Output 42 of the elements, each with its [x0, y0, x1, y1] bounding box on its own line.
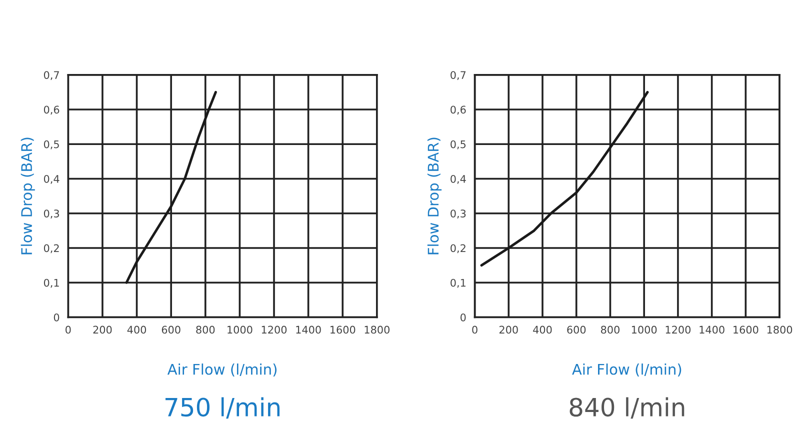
y-tick-label: 0,3 [44, 210, 59, 219]
x-tick-label: 0 [472, 326, 478, 334]
y-tick-label: 0,3 [450, 210, 466, 219]
x-tick-label: 1600 [330, 326, 356, 334]
y-tick-label: 0,6 [450, 106, 466, 115]
y-tick-label: 0,5 [44, 140, 59, 150]
x-tick-label: 1200 [666, 326, 691, 334]
y-tick-label: 0,7 [44, 71, 59, 80]
y-axis-title: Flow Drop (BAR) [20, 138, 35, 254]
y-tick-label: 0,2 [450, 244, 466, 254]
x-tick-label: 400 [127, 326, 146, 334]
y-axis-title: Flow Drop (BAR) [427, 138, 442, 254]
x-tick-label: 1000 [632, 326, 657, 334]
x-tick-label: 1400 [700, 326, 724, 334]
y-tick-label: 0,7 [450, 71, 466, 80]
y-tick-label: 0,4 [450, 174, 466, 184]
x-tick-label: 1800 [364, 326, 390, 334]
x-tick-label: 1200 [262, 326, 287, 334]
x-tick-label: 800 [601, 326, 620, 334]
x-tick-label: 1000 [228, 326, 252, 334]
x-tick-label: 1600 [734, 326, 758, 334]
x-tick-label: 400 [533, 326, 552, 334]
y-tick-label: 0,1 [450, 278, 466, 288]
y-tick-label: 0,2 [44, 244, 59, 254]
x-tick-label: 600 [567, 326, 586, 334]
y-tick-label: 0,6 [44, 106, 60, 115]
y-tick-label: 0 [460, 313, 466, 322]
x-tick-label: 0 [66, 326, 71, 334]
x-tick-label: 200 [93, 326, 112, 334]
x-axis-title: Air Flow (l/min) [572, 364, 682, 377]
x-tick-label: 1400 [296, 326, 321, 334]
y-tick-label: 0,5 [450, 140, 466, 150]
text: 750 l/min [166, 397, 280, 419]
x-tick-label: 1800 [767, 326, 792, 334]
y-tick-label: 0,4 [44, 174, 60, 184]
y-tick-label: 0,1 [44, 278, 59, 288]
x-tick-label: 200 [499, 326, 518, 334]
text: 840 l/min [570, 397, 684, 419]
x-axis-title: Air Flow (l/min) [167, 364, 277, 377]
x-tick-label: 800 [196, 326, 215, 334]
y-tick-label: 0 [54, 313, 60, 322]
x-tick-label: 600 [162, 326, 180, 334]
